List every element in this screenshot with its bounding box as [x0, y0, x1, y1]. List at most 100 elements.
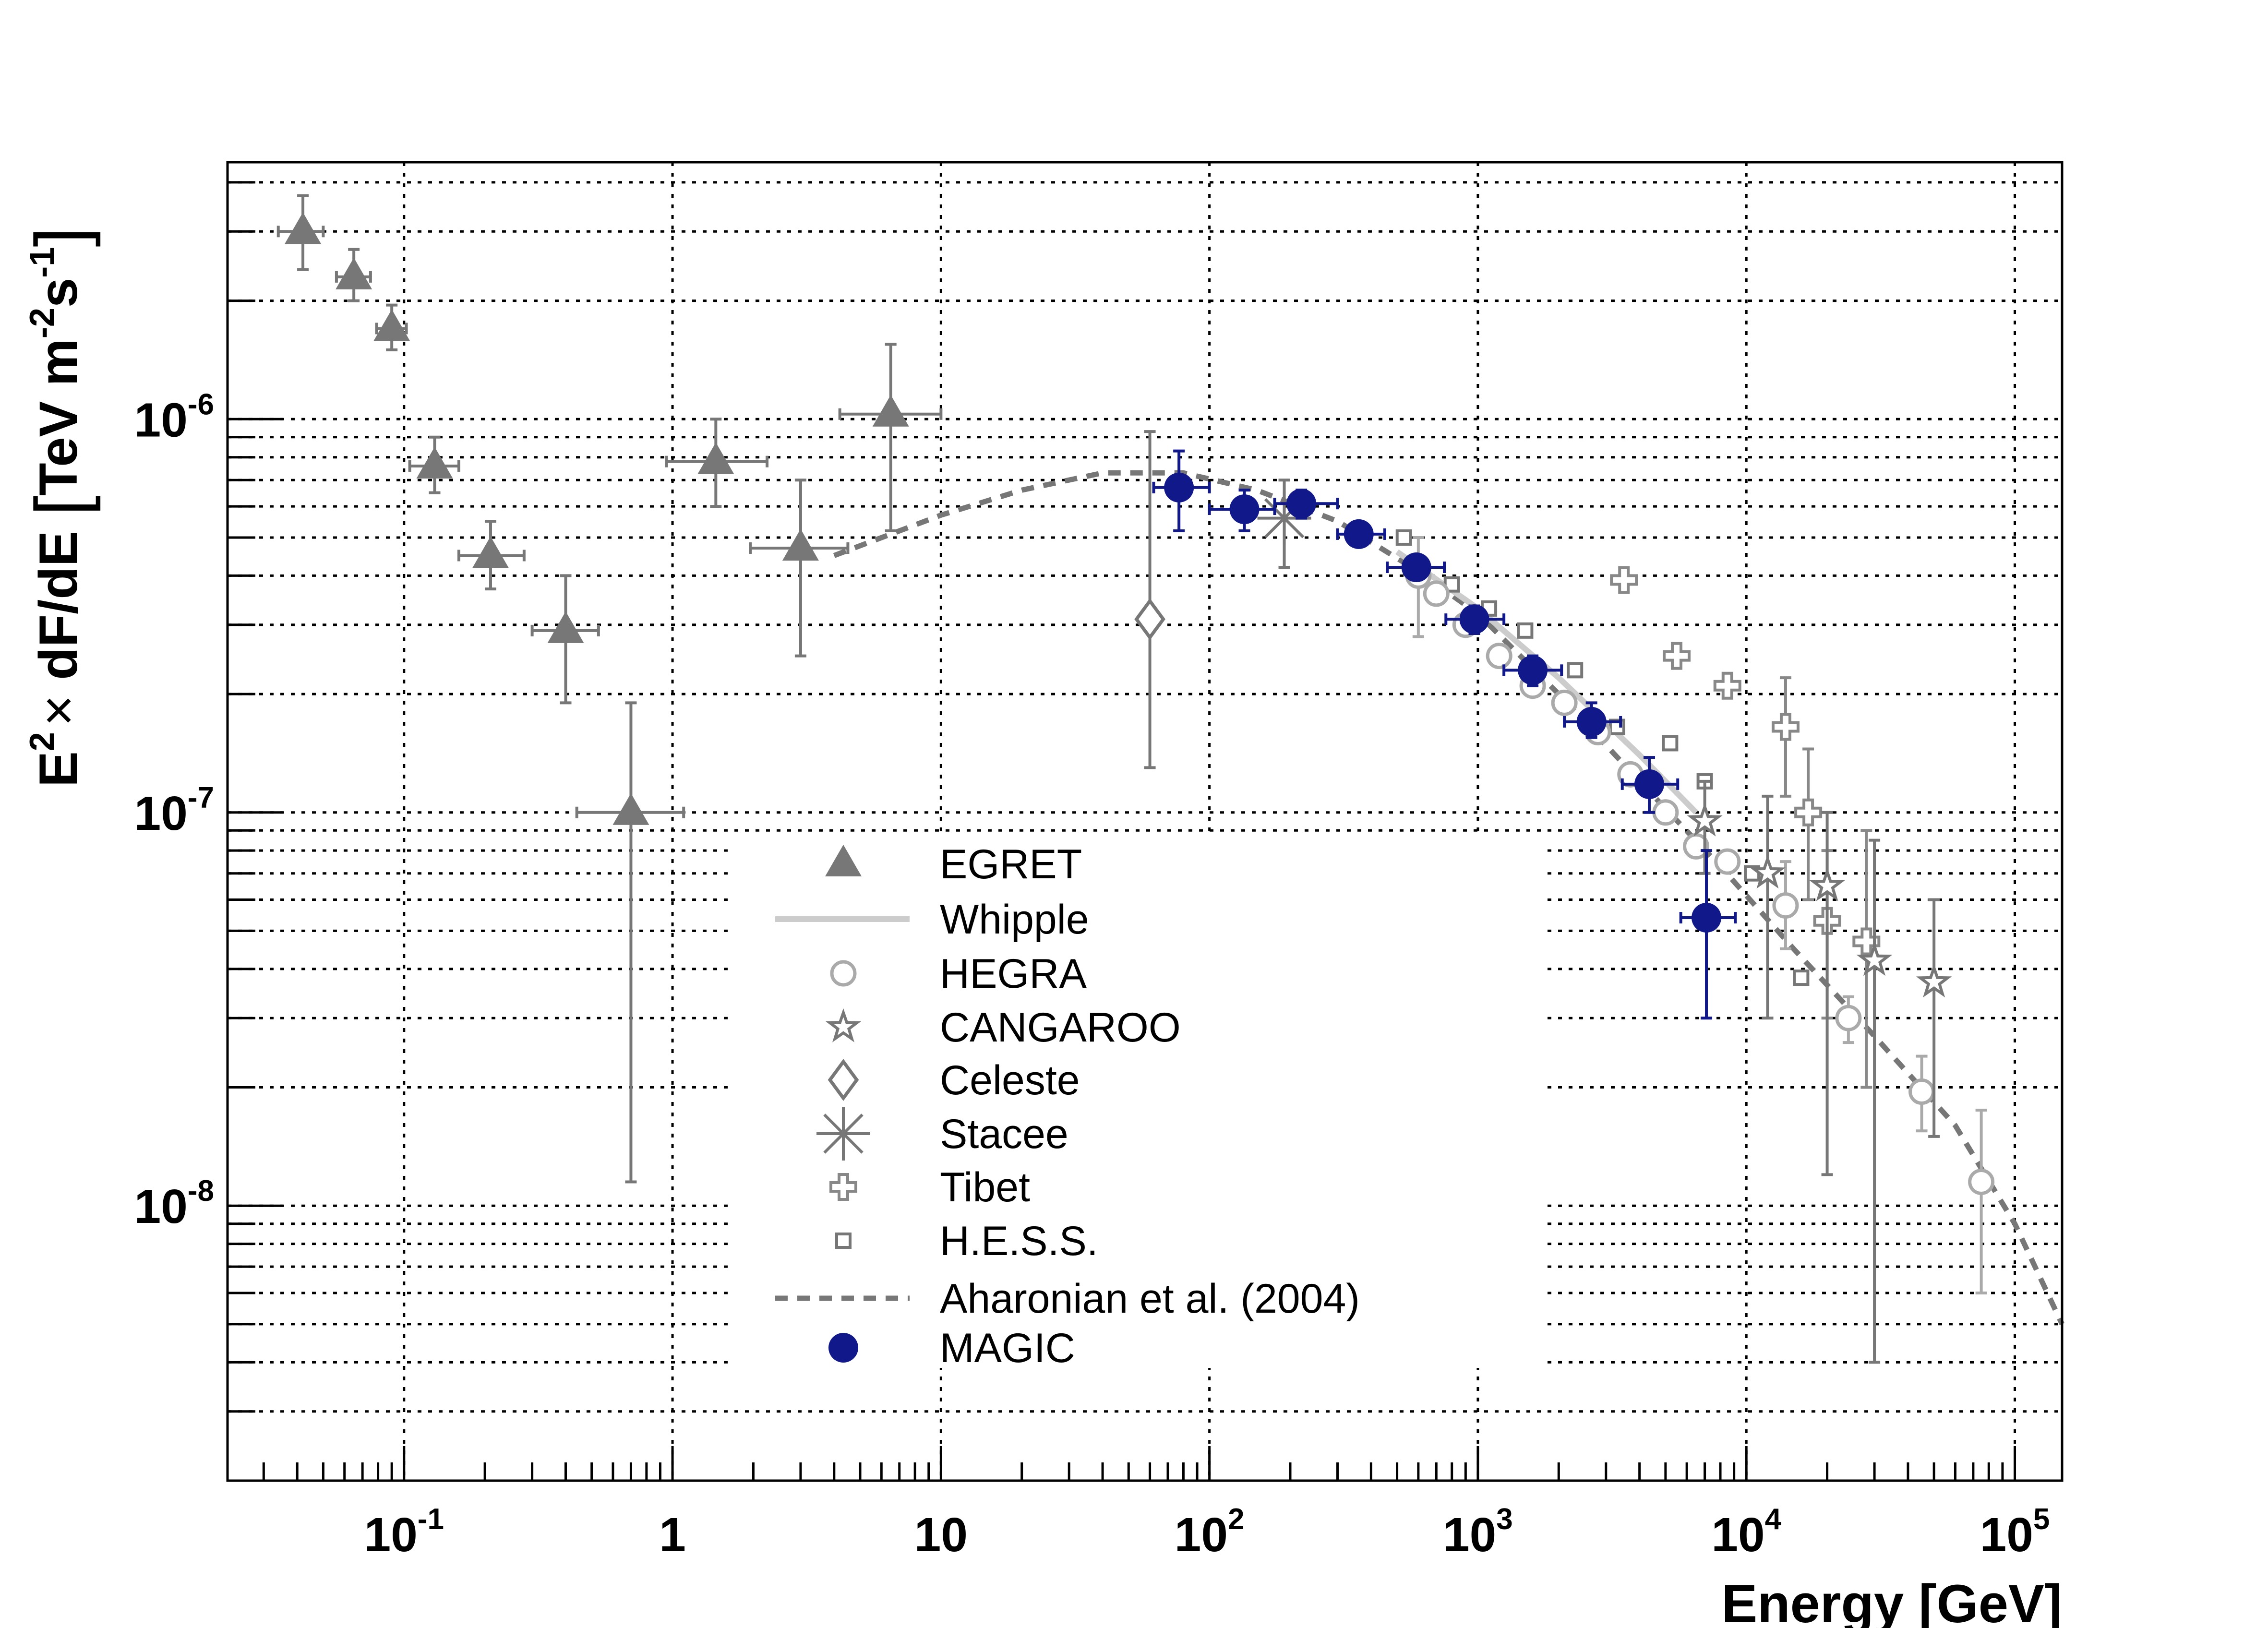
x-tick-label-exponent: -1	[418, 1503, 444, 1536]
y-title-e: E	[28, 751, 88, 787]
cangaroo-point	[1750, 854, 1786, 889]
magic-point	[1518, 655, 1548, 685]
legend-swatch	[828, 1059, 859, 1101]
hegra-point	[1835, 1005, 1862, 1031]
y-title-s-sup: -1	[23, 247, 61, 278]
legend-item-h-e-s-s: H.E.S.S.	[835, 1218, 1098, 1264]
magic-point	[1576, 706, 1607, 737]
tibet-point	[1794, 798, 1823, 826]
x-tick-label-base: 10	[1443, 1508, 1496, 1562]
x-tick-label-exponent: 5	[2033, 1503, 2050, 1536]
hegra-point	[1908, 1078, 1935, 1105]
egret-point	[472, 536, 509, 568]
y-title-m-sup: -2	[23, 308, 61, 338]
h-e-s-s-point	[1793, 970, 1810, 986]
egret-point	[285, 212, 322, 244]
egret-point	[782, 528, 819, 561]
hegra-point	[1486, 643, 1512, 670]
legend-item-whipple: Whipple	[775, 897, 1089, 943]
y-title-mid: dF/dE	[28, 516, 88, 695]
legend-label: Whipple	[940, 897, 1089, 943]
hegra-point	[1968, 1168, 1995, 1195]
magic-point	[1229, 494, 1260, 525]
y-title-times: ×	[28, 695, 88, 726]
h-e-s-s-point	[1395, 529, 1412, 546]
legend-swatch	[828, 1333, 858, 1363]
x-tick-label-base: 10	[1711, 1508, 1764, 1562]
x-tick-label-base: 1	[659, 1508, 686, 1562]
legend-label: CANGAROO	[940, 1005, 1181, 1051]
hegra-point	[1423, 580, 1450, 607]
hegra-point	[1652, 799, 1679, 826]
x-tick-label-exponent: 3	[1496, 1503, 1512, 1536]
y-tick-label-exponent: -7	[188, 781, 214, 814]
axis-ticks	[228, 181, 2016, 1482]
y-tick-label-base: 10	[134, 393, 188, 447]
y-tick-label-base: 10	[134, 1180, 188, 1233]
h-e-s-s-point	[1662, 735, 1679, 752]
hegra-point	[1551, 689, 1578, 716]
tibet-point	[1771, 713, 1800, 741]
legend-swatch	[829, 1173, 857, 1201]
magic-point	[1164, 472, 1194, 503]
y-tick-label: 10-7	[134, 781, 214, 840]
legend-item-tibet: Tibet	[829, 1164, 1030, 1210]
y-tick-label-exponent: -8	[188, 1174, 214, 1208]
y-axis-title: E2 × dF/dE [TeV m-2s-1]	[20, 227, 101, 787]
y-title-s: s	[28, 278, 88, 308]
legend-swatch	[825, 845, 862, 876]
tibet-point	[1713, 671, 1741, 700]
h-e-s-s-point	[1567, 662, 1584, 679]
egret-point	[547, 611, 584, 643]
y-tick-label: 10-6	[134, 388, 214, 447]
y-tick-label-exponent: -6	[188, 388, 214, 421]
legend-label: Stacee	[940, 1111, 1068, 1157]
legend-label: MAGIC	[940, 1325, 1075, 1371]
magic-point	[1459, 604, 1489, 634]
egret-point	[336, 257, 372, 289]
legend-label: H.E.S.S.	[940, 1218, 1098, 1264]
legend-item-egret: EGRET	[825, 841, 1082, 887]
legend: EGRET Whipple HEGRA CANGAROO Celeste Stacee Ti…	[775, 841, 1360, 1371]
y-tick-label: 10-8	[134, 1174, 214, 1233]
x-tick-label: 10-1	[364, 1503, 444, 1562]
cangaroo-point	[1809, 867, 1845, 901]
magic-point	[1634, 769, 1665, 799]
cangaroo-point	[1687, 802, 1723, 837]
legend-item-magic: MAGIC	[828, 1325, 1075, 1371]
egret-point	[612, 793, 649, 825]
legend-label: Aharonian et al. (2004)	[940, 1276, 1360, 1322]
plot-frame	[226, 161, 2064, 1482]
legend-item-stacee: Stacee	[816, 1107, 1068, 1161]
cangaroo-point	[1856, 942, 1893, 976]
magic-point	[1692, 903, 1722, 933]
hegra-point	[1683, 833, 1710, 860]
series-cangaroo	[1687, 779, 1952, 1364]
series-egret	[276, 194, 943, 1184]
legend-swatch	[823, 1113, 864, 1154]
legend-swatch	[830, 960, 857, 987]
egret-point	[697, 442, 734, 474]
egret-point	[373, 309, 410, 341]
x-tick-label: 1	[659, 1508, 686, 1562]
x-tick-label: 103	[1443, 1503, 1513, 1562]
legend-item-aharonian-et-al-2004: Aharonian et al. (2004)	[775, 1276, 1360, 1322]
x-tick-label-exponent: 4	[1765, 1503, 1782, 1536]
egret-point	[416, 446, 453, 479]
legend-item-celeste: Celeste	[828, 1057, 1080, 1103]
plot-area	[276, 194, 2064, 1364]
legend-swatch	[825, 1008, 862, 1042]
x-tick-label: 104	[1711, 1503, 1781, 1562]
x-tick-label-base: 10	[1980, 1508, 2033, 1562]
x-tick-label-base: 10	[914, 1508, 968, 1562]
magic-point	[1344, 519, 1374, 549]
x-tick-label-base: 10	[364, 1508, 418, 1562]
series-magic	[1152, 449, 1737, 1020]
x-axis-title: Energy [GeV]	[1721, 1574, 2062, 1628]
hegra-point	[1714, 848, 1741, 875]
legend-item-hegra: HEGRA	[830, 951, 1087, 997]
legend-label: EGRET	[940, 841, 1082, 887]
